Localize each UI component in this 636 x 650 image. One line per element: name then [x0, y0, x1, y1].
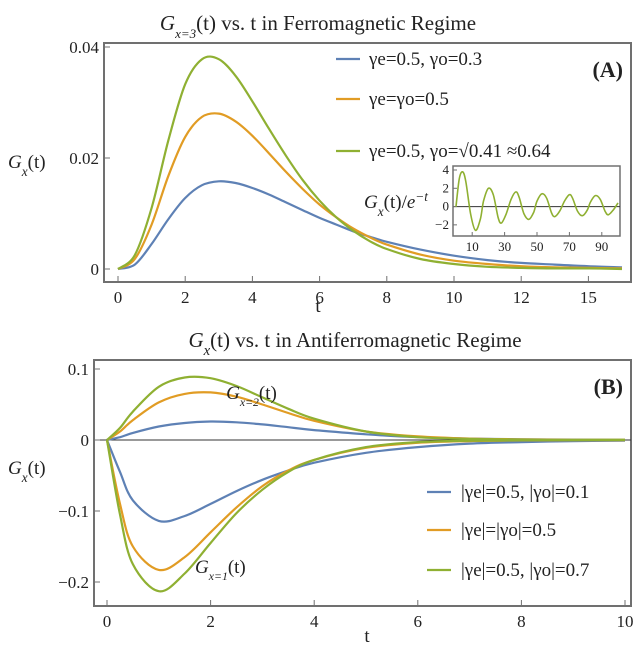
inset-ylabel: Gx(t)/e−t	[364, 189, 428, 219]
inset-ytick-label: −2	[435, 217, 449, 232]
chart-b-panel-label: (B)	[594, 374, 623, 399]
inset-xtick-label: 50	[531, 239, 544, 254]
inset-xtick-label: 90	[595, 239, 608, 254]
chart-a-legend-entry: γe=0.5, γo=√0.41 ≈0.64	[368, 141, 551, 162]
chart-a-ylabel: Gx(t)	[8, 152, 46, 179]
chart-a-series-2-line	[117, 112, 623, 270]
chart-b-ytick-label: 0	[81, 431, 90, 450]
inset-series-line	[455, 170, 619, 232]
chart-a-xtick-label: 10	[446, 288, 463, 307]
chart-b-legend-entry: |γe|=0.5, |γo|=0.7	[461, 560, 589, 581]
chart-b-annotation-1: Gx=2(t)	[226, 383, 277, 409]
chart-a-xtick-label: 12	[513, 288, 530, 307]
chart-b-ytick-label: −0.2	[58, 573, 89, 592]
chart-a-legend-entry: γe=0.5, γo=0.3	[368, 49, 482, 70]
inset-ytick-label: 0	[443, 199, 450, 214]
chart-b-xlabel: t	[364, 626, 370, 647]
chart-a-ytick-label: 0.04	[69, 38, 99, 57]
chart-a-xtick-label: 6	[315, 288, 324, 307]
chart-b-series-2-lower-line	[105, 439, 625, 572]
chart-b-series-3-lower-line	[105, 438, 626, 593]
chart-a-xtick-label: 2	[181, 288, 190, 307]
chart-b-xtick-label: 0	[103, 612, 112, 631]
chart-a-panel-label: (A)	[592, 57, 623, 82]
inset-ytick-label: 4	[443, 162, 450, 177]
chart-a-xtick-label: 0	[114, 288, 123, 307]
chart-b-xtick-label: 4	[310, 612, 319, 631]
chart-b-series-2-upper-line	[106, 391, 626, 441]
chart-b-annotation-2: Gx=1(t)	[195, 557, 246, 583]
chart-b-xtick-label: 6	[414, 612, 423, 631]
chart-b-legend-entry: |γe|=|γo|=0.5	[461, 520, 556, 541]
chart-b-xtick-label: 2	[206, 612, 215, 631]
chart-b-legend-entry: |γe|=0.5, |γo|=0.1	[461, 482, 589, 503]
chart-b-xtick-label: 10	[617, 612, 634, 631]
chart-a-title: Gx=3(t) vs. t in Ferromagnetic Regime	[160, 11, 476, 41]
chart-b-xtick-label: 8	[517, 612, 526, 631]
chart-a-xtick-label: 8	[383, 288, 392, 307]
chart-a-ytick-label: 0.02	[69, 149, 99, 168]
inset-xtick-label: 10	[466, 239, 479, 254]
chart-a-xtick-label: 4	[248, 288, 257, 307]
chart-b-ytick-label: 0.1	[68, 360, 89, 379]
chart-b-ytick-label: −0.1	[58, 502, 89, 521]
chart-b-ylabel: Gx(t)	[8, 458, 46, 485]
chart-b-title: Gx(t) vs. t in Antiferromagnetic Regime	[188, 328, 521, 359]
chart-a-legend-entry: γe=γo=0.5	[368, 89, 449, 110]
chart-b-frame	[93, 359, 632, 607]
chart-a-frame	[103, 42, 632, 283]
chart-a-ytick-label: 0	[91, 260, 100, 279]
chart-b-series-1-lower-line	[105, 439, 626, 523]
inset-xtick-label: 70	[563, 239, 576, 254]
chart-a-xtick-label: 15	[580, 288, 597, 307]
chart-a-series-3-line	[117, 55, 623, 271]
inset-ytick-label: 2	[443, 180, 450, 195]
chart-a-series-1-line	[117, 180, 623, 271]
chart-b-series-3-upper-line	[106, 375, 625, 441]
chart-a-xlabel: t	[315, 296, 321, 317]
inset-xtick-label: 30	[498, 239, 511, 254]
